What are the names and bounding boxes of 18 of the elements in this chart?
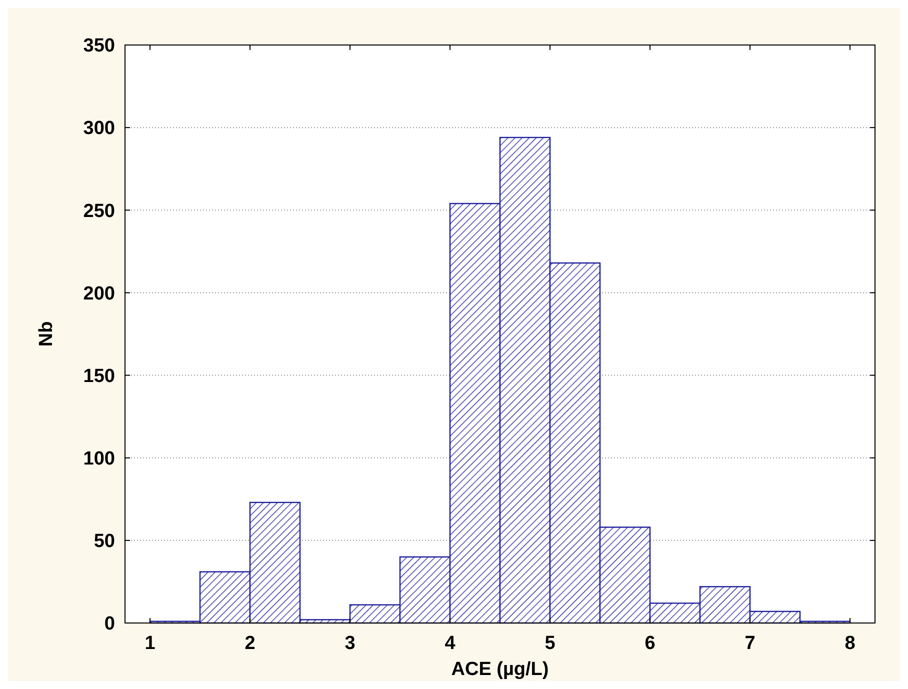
x-tick-label: 6 (644, 633, 656, 654)
y-tick-label: 350 (83, 36, 115, 57)
y-tick-label: 0 (104, 614, 115, 635)
x-tick-label: 1 (144, 633, 156, 654)
y-tick-label: 50 (94, 531, 115, 552)
y-tick-label: 200 (83, 283, 115, 304)
y-tick-label: 100 (83, 448, 115, 470)
x-axis-title: ACE (µg/L) (451, 659, 549, 680)
y-axis-title: Nb (36, 321, 57, 347)
y-tick-label: 300 (83, 118, 115, 140)
x-tick-label: 4 (444, 633, 456, 654)
x-tick-label: 7 (744, 633, 756, 654)
y-tick-label: 150 (83, 366, 115, 387)
x-tick-label: 2 (244, 633, 256, 654)
x-tick-label: 3 (344, 633, 356, 654)
x-tick-label: 8 (844, 633, 856, 654)
y-tick-label: 250 (83, 200, 115, 222)
x-tick-label: 5 (544, 633, 556, 654)
